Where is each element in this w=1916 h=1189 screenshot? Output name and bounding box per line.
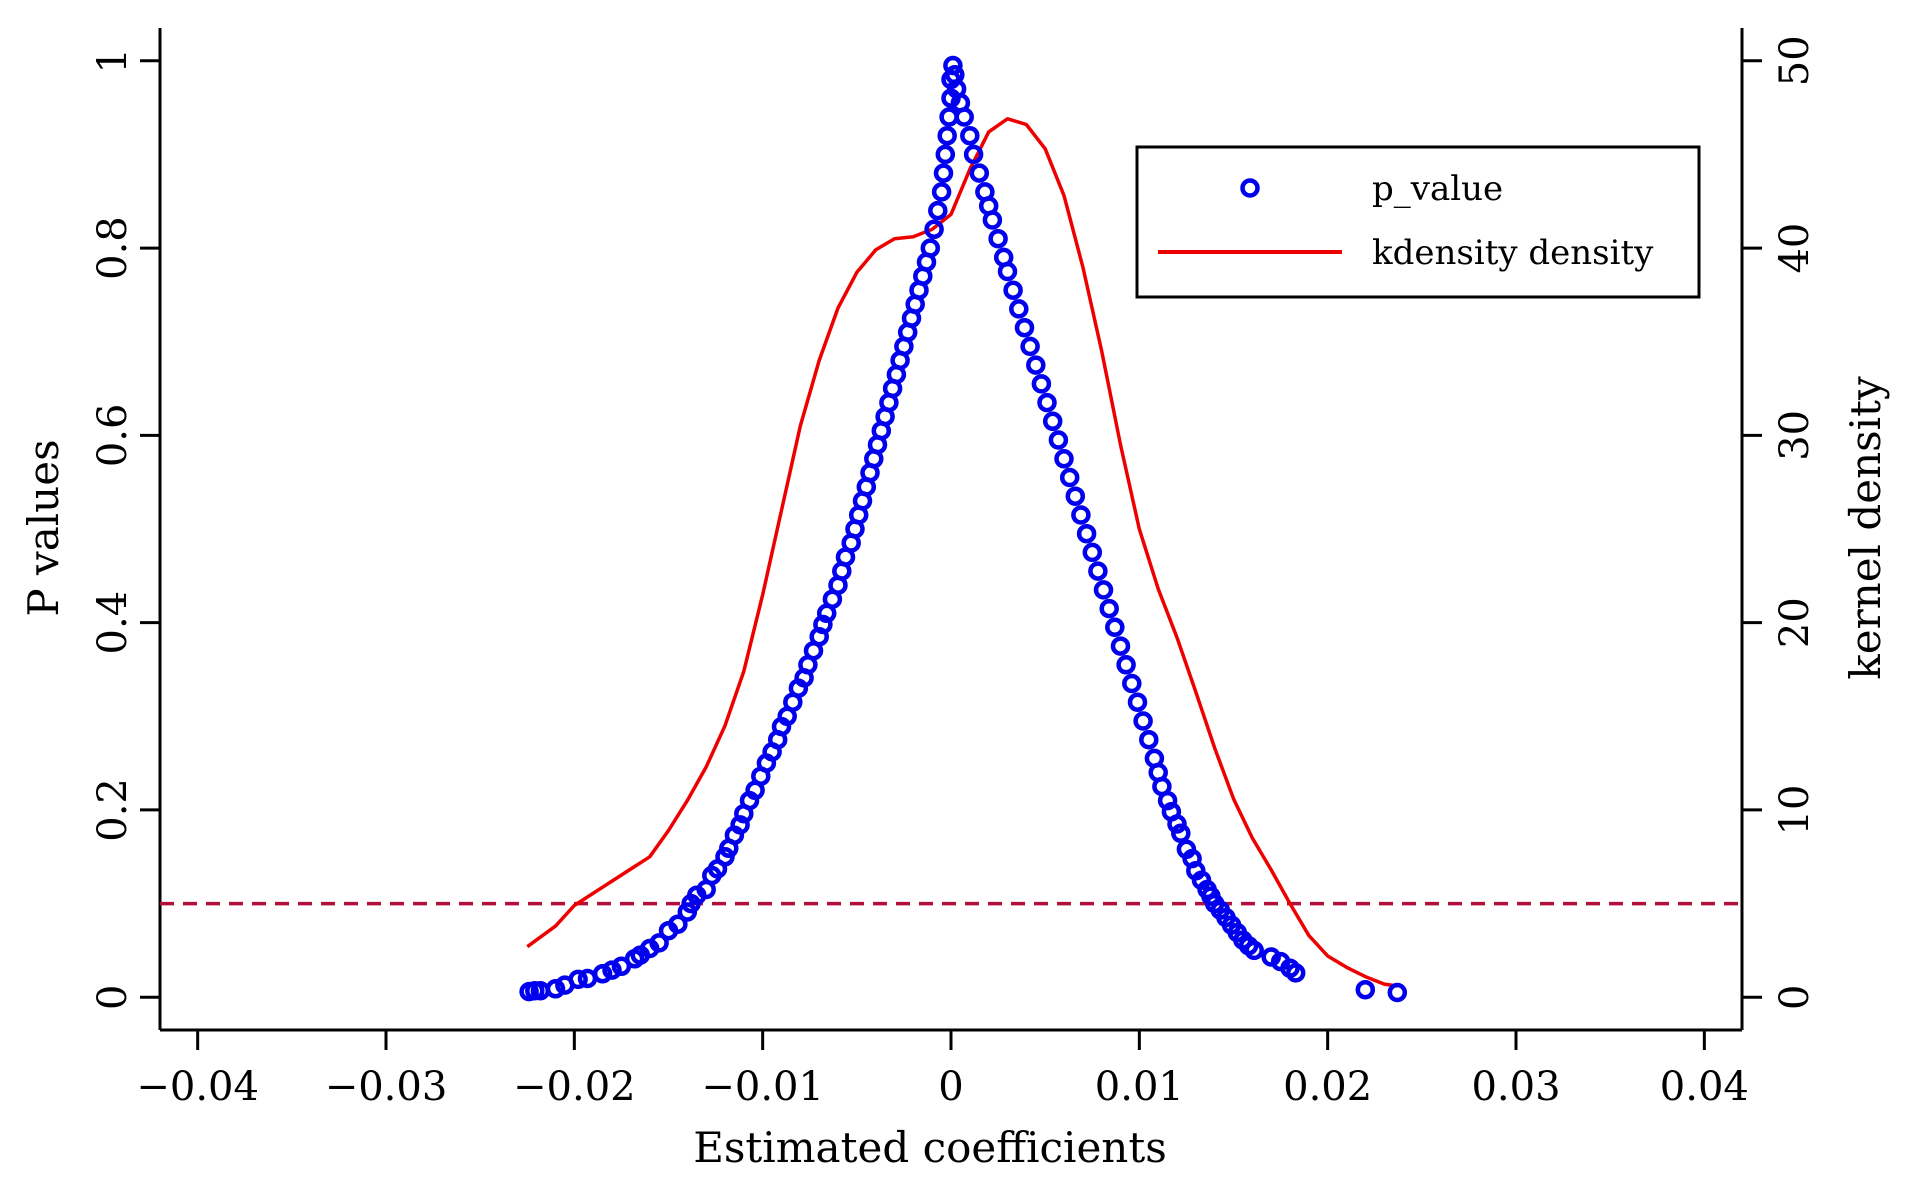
p-value-point [1133,711,1153,731]
p-value-point [933,163,954,183]
p-value-point [969,163,990,183]
x-tick-label: −0.02 [513,1064,636,1110]
p-value-point [1105,617,1125,638]
legend-label-kdensity: kdensity density [1372,233,1654,273]
y-tick-label: 1 [90,48,136,73]
p-value-point [1285,963,1306,983]
x-tick-label: 0.03 [1471,1064,1560,1110]
legend-marker-p-value [1240,178,1260,198]
p-value-point [1014,317,1035,338]
p-value-point [943,55,963,76]
y2-tick-label: 10 [1772,784,1818,835]
p-value-point [954,107,974,127]
p-value-point [1099,598,1119,619]
p-value-point [997,261,1018,282]
p-value-point [602,960,622,980]
p-value-point [924,219,944,240]
p-value-point [1042,411,1063,432]
p-value-point [1076,523,1097,544]
p-value-point [1059,467,1080,488]
p-value-point [1116,655,1136,675]
p-value-point [1037,392,1057,413]
x-tick-label: −0.03 [325,1064,448,1110]
p-value-point [1387,982,1408,1003]
y2-tick-label: 40 [1772,223,1818,274]
p-value-point [1261,947,1281,967]
p-value-point [545,979,566,999]
p-value-point [1139,729,1159,750]
x-axis-title: Estimated coefficients [693,1123,1167,1172]
y-axis-right-title: kernel density [1841,376,1890,680]
y-tick-label: 0 [90,984,136,1009]
p-value-point [928,200,948,221]
p-value-point [960,125,980,146]
p-value-point [939,107,959,127]
y-ticks-right: 0 10 20 30 40 50 [1742,35,1818,1010]
p-value-point [963,144,984,165]
p-value-point [1054,449,1074,469]
p-value-point [988,228,1008,249]
p-value-point [568,969,588,990]
p-value-series [519,55,1408,1003]
y2-tick-label: 50 [1772,35,1818,86]
p-value-point [1026,355,1046,375]
x-tick-label: 0.04 [1660,1064,1749,1110]
p-value-point [1082,542,1103,563]
p-value-point [1110,636,1131,656]
p-value-point [730,815,750,835]
p-value-point [1355,979,1376,1000]
y-ticks-left: 0 0.2 0.4 0.6 0.8 1 [90,48,160,1010]
y2-tick-label: 20 [1772,597,1818,648]
p-value-point [1093,580,1114,600]
p-value-point [1020,336,1040,357]
x-tick-label: 0.02 [1283,1064,1372,1110]
p-value-point [1171,823,1191,844]
kdensity-series [526,117,1398,988]
x-ticks: −0.04 −0.03 −0.02 −0.01 0 0.01 0.02 0.03 0.04 [136,1030,1749,1110]
p-value-point [1003,280,1023,300]
p-value-point [1048,430,1069,450]
p-value-point [935,144,956,165]
legend-box [1135,145,1701,299]
x-tick-label: −0.04 [136,1064,259,1110]
y-tick-label: 0.8 [90,216,136,280]
legend-label-p-value: p_value [1372,169,1503,209]
p-value-point [649,933,669,953]
x-tick-label: 0.01 [1095,1064,1184,1110]
legend: p_value kdensity density [1135,145,1701,299]
p-value-point [931,182,952,202]
p-value-point [937,125,957,146]
x-tick-label: −0.01 [701,1064,824,1110]
x-tick-label: 0 [938,1064,963,1110]
p-value-point [1167,814,1187,834]
y2-tick-label: 30 [1772,410,1818,461]
p-value-point [1071,505,1091,525]
p-value-point [1031,374,1052,394]
y2-tick-label: 0 [1772,984,1818,1009]
p-value-point [592,964,613,984]
p-value-point [1009,299,1029,319]
p-value-point [920,238,941,258]
y-tick-label: 0.2 [90,778,136,842]
p-value-point [982,210,1003,230]
y-tick-label: 0.6 [90,404,136,468]
p-value-point [1122,673,1142,694]
y-tick-label: 0.4 [90,591,136,655]
kdensity-line [526,117,1398,988]
p-value-point [1244,940,1264,961]
p-value-point [1065,486,1086,506]
p-value-point [668,914,688,934]
p-value-point [1127,692,1148,712]
p-value-point [1088,561,1108,581]
y-axis-left-title: P values [19,439,68,616]
